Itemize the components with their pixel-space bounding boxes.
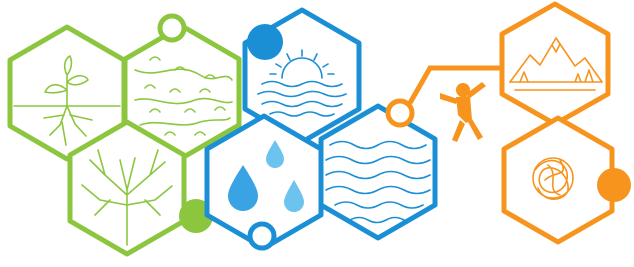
hexagon-tangle xyxy=(504,118,612,242)
orange-dot xyxy=(597,168,631,202)
green-ring xyxy=(160,16,184,40)
hexagon-mountains xyxy=(502,4,608,124)
orange-ring xyxy=(388,101,412,125)
blue-ring xyxy=(250,224,274,248)
blue-dot xyxy=(247,24,283,60)
orange-connector xyxy=(410,68,500,103)
illustration xyxy=(0,0,634,267)
blue-group xyxy=(207,10,435,248)
climber-icon xyxy=(440,82,486,142)
green-group xyxy=(10,16,239,254)
